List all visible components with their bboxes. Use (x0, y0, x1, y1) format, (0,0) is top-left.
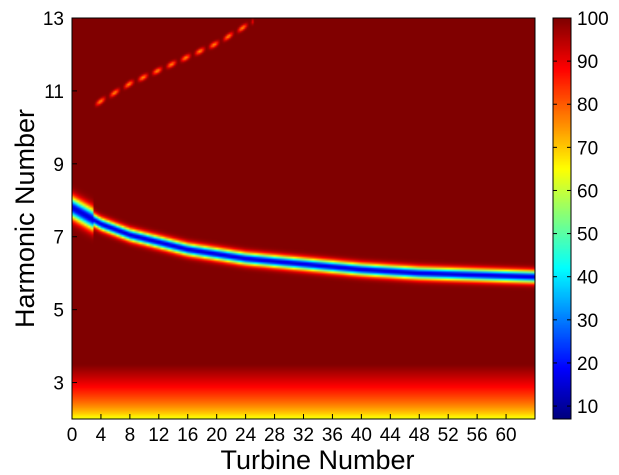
x-tick-label: 8 (125, 425, 136, 446)
x-tick-label: 4 (96, 425, 107, 446)
colorbar-image (553, 18, 571, 419)
colorbar-tick-label: 30 (577, 311, 598, 332)
x-tick-label: 0 (67, 425, 78, 446)
colorbar-tick-label: 60 (577, 181, 598, 202)
x-tick-label: 16 (177, 425, 198, 446)
y-tick-label: 9 (53, 155, 64, 176)
x-tick-label: 28 (264, 425, 285, 446)
x-tick-label: 56 (467, 425, 488, 446)
x-axis-label: Turbine Number (220, 445, 414, 475)
colorbar-tick-label: 70 (577, 138, 598, 159)
y-tick-label: 5 (53, 301, 64, 322)
colorbar-ticks: 10 20 30 40 50 60 70 80 90 100 (553, 9, 609, 418)
colorbar-tick-label: 90 (577, 52, 598, 73)
y-tick-label: 3 (53, 374, 64, 395)
x-tick-label: 32 (293, 425, 314, 446)
x-tick-label: 20 (206, 425, 227, 446)
y-tick-label: 7 (53, 228, 64, 249)
heatmap-image (72, 18, 535, 419)
colorbar-tick-label: 40 (577, 268, 598, 289)
y-axis-label: Harmonic Number (10, 109, 40, 328)
colorbar-tick-label: 10 (577, 397, 598, 418)
x-tick-label: 40 (351, 425, 372, 446)
y-tick-label: 11 (44, 82, 64, 103)
x-tick-label: 60 (495, 425, 516, 446)
colorbar-tick-label: 80 (577, 95, 598, 116)
x-axis-ticks: 0 4 8 12 16 20 24 28 32 36 40 44 48 52 56 60 (67, 414, 517, 446)
colorbar: 10 20 30 40 50 60 70 80 90 100 (552, 9, 609, 420)
colorbar-tick-label: 20 (577, 354, 598, 375)
colorbar-tick-label: 50 (577, 225, 598, 246)
x-tick-label: 48 (409, 425, 430, 446)
colorbar-frame (552, 17, 572, 420)
x-tick-label: 36 (322, 425, 343, 446)
y-axis-ticks: 3 5 7 9 11 13 (43, 9, 77, 395)
colorbar-tick-label: 100 (577, 9, 609, 30)
x-tick-label: 24 (235, 425, 257, 446)
x-tick-label: 12 (148, 425, 169, 446)
y-tick-label: 13 (43, 9, 64, 30)
x-tick-label: 52 (438, 425, 459, 446)
x-tick-label: 44 (380, 425, 402, 446)
